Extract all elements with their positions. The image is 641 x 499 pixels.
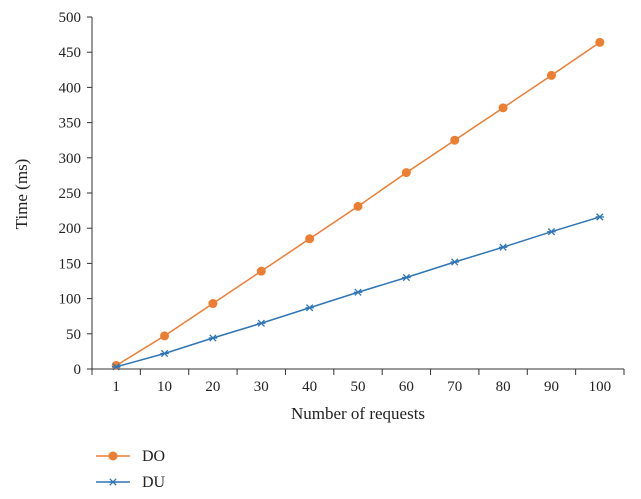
series-du-point xyxy=(595,213,605,221)
x-tick-label: 40 xyxy=(302,379,317,395)
y-tick-label: 150 xyxy=(59,256,82,272)
series-do-point xyxy=(256,266,266,276)
series-du-point xyxy=(402,273,411,282)
x-tick-label: 10 xyxy=(157,379,172,395)
series-do xyxy=(111,37,605,370)
y-tick-label: 0 xyxy=(74,362,82,378)
series-do-point xyxy=(401,168,411,178)
series-du-point xyxy=(257,319,266,327)
y-tick-label: 300 xyxy=(59,151,82,167)
legend-label: DU xyxy=(142,474,166,491)
y-tick-label: 50 xyxy=(66,327,81,343)
y-tick-label: 450 xyxy=(59,45,82,61)
legend: DO DU xyxy=(96,448,166,491)
y-tick-label: 100 xyxy=(59,292,82,308)
series-do-point xyxy=(546,70,556,80)
x-axis-title: Number of requests xyxy=(291,404,425,423)
series-do-point xyxy=(353,201,363,211)
series-layer xyxy=(111,37,605,371)
x-tick-label: 50 xyxy=(351,379,366,395)
series-du-point xyxy=(547,228,556,236)
x-axis: 1 10 20 30 40 50 60 70 80 90 100 xyxy=(91,368,625,395)
y-tick-label: 250 xyxy=(59,186,82,202)
series-do-point xyxy=(595,37,605,47)
series-do-point xyxy=(208,299,218,309)
x-tick-label: 30 xyxy=(254,379,269,395)
series-do-point xyxy=(450,135,460,145)
series-du-point xyxy=(208,334,218,342)
y-axis-title: Time (ms) xyxy=(12,159,31,230)
series-du-point xyxy=(305,304,314,312)
legend-item-du: DU xyxy=(96,474,166,491)
y-tick-label: 400 xyxy=(59,80,82,96)
series-du xyxy=(111,213,605,371)
series-du-point xyxy=(111,363,121,371)
legend-label: DO xyxy=(142,448,165,465)
series-do-point xyxy=(160,331,170,341)
x-tick-label: 20 xyxy=(205,379,220,395)
x-tick-label: 70 xyxy=(447,379,462,395)
x-tick-label: 60 xyxy=(399,379,414,395)
legend-marker xyxy=(108,478,118,486)
y-tick-label: 500 xyxy=(59,10,82,26)
x-tick-label: 1 xyxy=(112,379,120,395)
legend-item-do: DO xyxy=(96,448,165,465)
series-do-point xyxy=(305,234,315,244)
y-axis: 0 50 100 150 200 250 300 350 400 450 500 xyxy=(59,10,93,378)
series-du-point xyxy=(450,258,459,266)
y-tick-label: 200 xyxy=(59,221,82,237)
y-tick-label: 350 xyxy=(59,116,82,132)
x-tick-label: 90 xyxy=(544,379,559,395)
series-du-point xyxy=(160,349,169,358)
x-tick-label: 80 xyxy=(496,379,511,395)
legend-marker xyxy=(108,451,118,461)
series-du-point xyxy=(498,243,508,251)
series-do-point xyxy=(498,103,508,113)
series-du-point xyxy=(353,288,363,296)
x-tick-label: 100 xyxy=(589,379,612,395)
